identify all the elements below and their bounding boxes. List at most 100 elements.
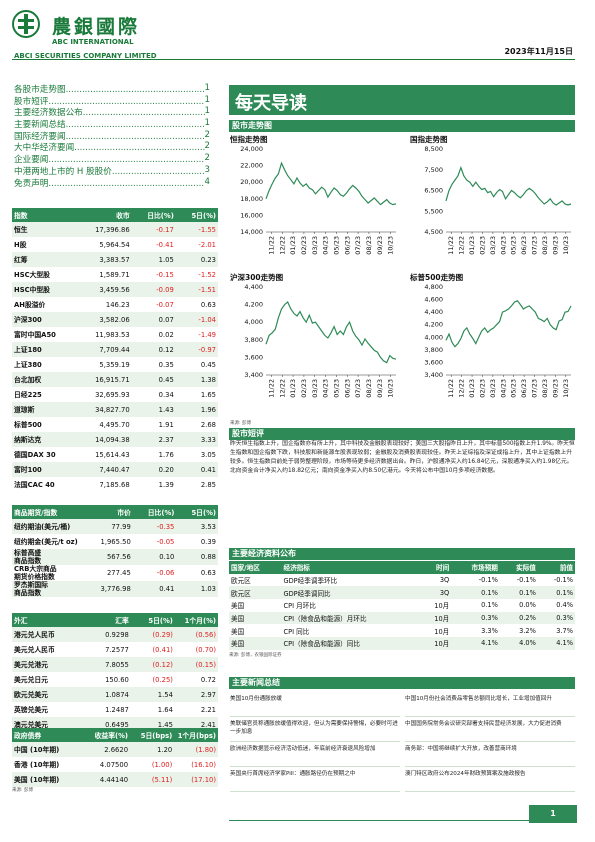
chart-axes: 4,400 4,200 4,000 3,800 3,600 3,400 11/22 12/22… xyxy=(244,283,396,398)
eco-header-cell: 实际值 xyxy=(499,561,538,574)
x-tick-label: 10/23 xyxy=(562,236,570,255)
news-right-column: 中国10月份社会消费品零售总额同比增长，工业增加值回升 中国国务院常务会议研究部署… xyxy=(405,692,575,802)
toc-page: 1 xyxy=(204,94,210,105)
table-cell: 34,827.70 xyxy=(79,402,132,417)
eco-cell: 3Q xyxy=(439,576,450,585)
toc-page: 3 xyxy=(204,164,210,175)
y-tick-label: 16,000 xyxy=(240,211,263,219)
eco-cell: -0.1% xyxy=(478,576,498,585)
table-cell: -1.51 xyxy=(175,282,218,297)
news-item[interactable]: 美联储官员称通胀放缓值得欢迎，但认为需要保持警惕，必要时可进一步加息 xyxy=(230,717,400,742)
table-cell: 1.64 xyxy=(157,705,173,714)
y-tick-label: 7,500 xyxy=(424,166,443,174)
table-cell: -0.07 xyxy=(156,300,174,309)
x-tick-label: 06/23 xyxy=(520,379,528,398)
news-item[interactable]: 商务部：中国将继续扩大开放，改善营商环境 xyxy=(405,742,575,767)
toc-item[interactable]: 股市短评....................................… xyxy=(14,95,210,107)
table-cell: (1.80) xyxy=(174,742,218,757)
table-cell: (0.29) xyxy=(130,627,175,642)
y-tick-label: 3,600 xyxy=(424,358,443,366)
eco-cell: CPI 月环比 xyxy=(283,602,316,611)
x-tick-label: 07/23 xyxy=(531,379,539,398)
table-cell: 美国 (10年期) xyxy=(12,772,79,787)
x-tick-label: 03/23 xyxy=(311,379,319,398)
x-tick-label: 10/23 xyxy=(387,236,395,255)
table-cell: HSC中型股 xyxy=(12,282,80,297)
footer-line xyxy=(229,820,529,821)
toc-item[interactable]: 主要新闻总结..................................… xyxy=(14,118,210,130)
table-cell: 0.12 xyxy=(131,342,176,357)
table-header-cell: 5日(%) xyxy=(130,613,175,627)
table-cell: 0.34 xyxy=(158,390,174,399)
news-item[interactable]: 澳门特区政府公布2024年财政预算案及施政报告 xyxy=(405,767,575,792)
news-left-column: 美国10月份通胀放缓 美联储官员称通胀放缓值得欢迎，但认为需要保持警惕，必要时可进… xyxy=(230,692,400,802)
table-row: 台北加权 16,915.71 0.45 1.38 xyxy=(12,372,218,387)
table-cell: 0.10 xyxy=(132,549,177,565)
table-cell: -0.17 xyxy=(131,222,176,237)
table-cell: 美元兑人民币 xyxy=(14,645,55,654)
eco-header-row: 国家/地区 经济指标 时间 市场预期 实际值 前值 xyxy=(229,561,575,574)
x-tick-label: 02/23 xyxy=(300,236,308,255)
news-item[interactable]: 中国国务院常务会议研究部署支持民营经济发展，大力促进消费 xyxy=(405,717,575,742)
toc-page: 1 xyxy=(204,118,210,129)
news-item[interactable]: 欧洲经济数据显示经济活动低迷，年底前经济衰退风险增加 xyxy=(230,742,400,767)
eco-cell: 欧元区 xyxy=(231,577,251,586)
table-cell: HSC大型股 xyxy=(14,270,50,279)
table-cell: 0.23 xyxy=(175,252,218,267)
csi300-chart: 沪深300走势图 4,400 4,200 4,000 3,800 3,600 3,400 1… xyxy=(230,272,400,402)
toc-item[interactable]: 各股市走势图..................................… xyxy=(14,83,210,95)
table-cell: 纽约期金(美元/t oz) xyxy=(14,537,78,546)
x-tick-label: 04/23 xyxy=(499,236,507,255)
table-cell: 3.53 xyxy=(176,519,218,534)
eco-cell: 3Q xyxy=(420,586,452,600)
y-tick-label: 8,500 xyxy=(424,145,443,153)
table-cell: 7.8055 xyxy=(79,657,131,672)
toc-item[interactable]: 主要经济数据公布................................… xyxy=(14,106,210,118)
news-item[interactable]: 中国10月份社会消费品零售总额同比增长，工业增加值回升 xyxy=(405,692,575,717)
news-section-title: 主要新闻总结 xyxy=(229,677,575,689)
eco-data-title: 主要经济资料公布 xyxy=(229,548,575,560)
table-header-cell: 5日(%) xyxy=(176,505,218,519)
news-item[interactable]: 美国10月份通胀放缓 xyxy=(230,692,400,717)
toc-item[interactable]: 免责声明....................................… xyxy=(14,177,210,189)
table-row: 富时中国A50 11,983.53 0.02 -1.49 xyxy=(12,327,218,342)
hscei-chart: 国指走势图 8,500 7,500 6,500 5,500 4,500 11/22 12/2… xyxy=(410,134,575,259)
table-cell: 台北加权 xyxy=(12,372,80,387)
bond-source: 来源: 彭博 xyxy=(12,788,33,793)
y-tick-label: 4,000 xyxy=(424,333,443,341)
table-cell: (0.56) xyxy=(174,627,218,642)
x-tick-label: 11/22 xyxy=(267,236,275,255)
x-tick-label: 03/23 xyxy=(489,236,497,255)
toc-item[interactable]: 中港两地上市的 H 股股价...........................… xyxy=(14,165,210,177)
toc-item[interactable]: 国际经济要闻..................................… xyxy=(14,130,210,142)
table-cell: 1.38 xyxy=(175,372,218,387)
eco-cell: 0.3% xyxy=(451,611,500,625)
logo-cn: 農銀國際 xyxy=(52,16,141,38)
x-tick-label: 06/23 xyxy=(343,236,351,255)
x-tick-label: 12/22 xyxy=(278,379,286,398)
toc-item[interactable]: 大中华经济要闻.................................… xyxy=(14,141,210,153)
table-cell: 0.35 xyxy=(158,360,174,369)
table-cell: (0.25) xyxy=(152,675,173,684)
table-cell: 3,582.06 xyxy=(79,312,132,327)
series-line xyxy=(445,300,572,348)
logo: 農銀國際 ABC INTERNATIONAL ABCI SECURITIES C… xyxy=(12,10,212,70)
table-cell: (0.70) xyxy=(195,645,216,654)
table-cell: 0.63 xyxy=(200,569,216,577)
x-tick-label: 09/23 xyxy=(376,236,384,255)
toc-item[interactable]: 企业要闻....................................… xyxy=(14,153,210,165)
table-cell: 5,964.54 xyxy=(99,240,130,249)
table-cell: 2.6620 xyxy=(78,742,131,757)
table-cell: H股 xyxy=(14,240,27,249)
table-cell: 4.07500 xyxy=(99,760,129,769)
x-tick-label: 12/22 xyxy=(458,379,466,398)
eco-cell: 10月 xyxy=(434,627,450,636)
news-item[interactable]: 英国央行首席经济学家Pill：通胀路径仍在预期之中 xyxy=(230,767,400,792)
x-tick-label: 03/23 xyxy=(311,236,319,255)
table-cell: 7.2577 xyxy=(105,645,129,654)
eco-table: 国家/地区 经济指标 时间 市场预期 实际值 前值 欧元区 GDP经季调季环比 3Q -0.1% -… xyxy=(229,561,575,650)
y-tick-label: 4,200 xyxy=(424,321,443,329)
table-cell: -0.09 xyxy=(131,282,176,297)
table-cell: 7,440.47 xyxy=(79,462,132,477)
x-tick-label: 09/23 xyxy=(551,379,559,398)
